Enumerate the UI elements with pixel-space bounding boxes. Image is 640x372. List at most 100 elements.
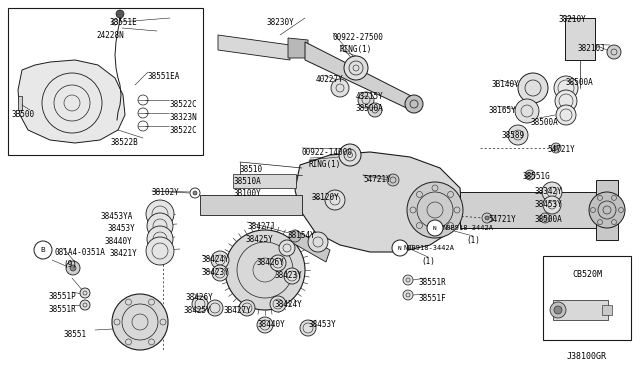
Circle shape	[147, 226, 173, 252]
Text: 38421Y: 38421Y	[109, 249, 137, 258]
Circle shape	[289, 230, 301, 242]
Text: 38500A: 38500A	[356, 104, 384, 113]
Text: 38425Y: 38425Y	[245, 235, 273, 244]
Circle shape	[387, 174, 399, 186]
Circle shape	[550, 302, 566, 318]
Text: (1): (1)	[421, 257, 435, 266]
Circle shape	[284, 268, 300, 284]
Text: 38423Y: 38423Y	[202, 268, 230, 277]
Text: 38500A: 38500A	[566, 78, 594, 87]
Text: 38453Y: 38453Y	[107, 224, 135, 233]
Text: 38500A: 38500A	[531, 118, 559, 127]
Text: 38440Y: 38440Y	[104, 237, 132, 246]
Polygon shape	[305, 42, 415, 112]
Text: N: N	[398, 246, 402, 250]
Circle shape	[427, 220, 443, 236]
Circle shape	[551, 143, 561, 153]
Text: 38102Y: 38102Y	[151, 188, 179, 197]
Text: 00922-14000: 00922-14000	[302, 148, 353, 157]
Polygon shape	[596, 180, 618, 240]
Polygon shape	[291, 230, 330, 262]
Circle shape	[116, 10, 124, 18]
Circle shape	[518, 73, 548, 103]
Text: 3B500: 3B500	[11, 110, 34, 119]
Circle shape	[543, 196, 561, 214]
Circle shape	[239, 300, 255, 316]
Circle shape	[270, 255, 286, 271]
Text: 38453Y: 38453Y	[535, 200, 563, 209]
Circle shape	[34, 241, 52, 259]
Text: 38551R: 38551R	[419, 278, 447, 287]
Circle shape	[607, 45, 621, 59]
Polygon shape	[18, 60, 125, 143]
Text: 38210J: 38210J	[578, 44, 605, 53]
Circle shape	[339, 144, 361, 166]
Text: 38589: 38589	[502, 131, 525, 140]
Circle shape	[555, 90, 577, 112]
Text: 38165Y: 38165Y	[489, 106, 516, 115]
Circle shape	[589, 192, 625, 228]
Text: RING(1): RING(1)	[340, 45, 372, 54]
Text: 38424Y: 38424Y	[275, 300, 303, 309]
Text: 38230Y: 38230Y	[267, 18, 295, 27]
Circle shape	[257, 317, 273, 333]
Circle shape	[344, 56, 368, 80]
Text: 38453Y: 38453Y	[309, 320, 337, 329]
Circle shape	[225, 230, 305, 310]
Text: 38323N: 38323N	[169, 113, 196, 122]
Circle shape	[392, 240, 408, 256]
Circle shape	[407, 182, 463, 238]
Circle shape	[515, 99, 539, 123]
Circle shape	[80, 300, 90, 310]
Text: 38551F: 38551F	[419, 294, 447, 303]
Text: 38551EA: 38551EA	[148, 72, 180, 81]
Text: N0B918-3442A: N0B918-3442A	[443, 225, 494, 231]
Circle shape	[147, 213, 173, 239]
Text: 38522B: 38522B	[110, 138, 138, 147]
Circle shape	[508, 125, 528, 145]
Text: 54721Y: 54721Y	[547, 145, 575, 154]
Circle shape	[405, 95, 423, 113]
Text: 38210Y: 38210Y	[559, 15, 587, 24]
Text: 38551E: 38551E	[109, 18, 137, 27]
Text: 38426Y: 38426Y	[185, 293, 212, 302]
Bar	[8, 8, 203, 155]
Text: 38342Y: 38342Y	[535, 187, 563, 196]
Circle shape	[66, 261, 80, 275]
Circle shape	[270, 296, 286, 312]
Circle shape	[403, 275, 413, 285]
Text: 38120Y: 38120Y	[312, 193, 340, 202]
Polygon shape	[288, 38, 308, 58]
Text: N0B918-3442A: N0B918-3442A	[404, 245, 455, 251]
Text: J38100GR: J38100GR	[567, 352, 607, 361]
Circle shape	[368, 103, 382, 117]
Text: 00922-27500: 00922-27500	[333, 33, 384, 42]
Circle shape	[331, 79, 349, 97]
Text: 38440Y: 38440Y	[258, 320, 285, 329]
Circle shape	[403, 290, 413, 300]
Text: 38500A: 38500A	[535, 215, 563, 224]
Text: 3B427Y: 3B427Y	[224, 306, 252, 315]
Text: CB520M: CB520M	[572, 270, 602, 279]
Text: 38522C: 38522C	[169, 100, 196, 109]
Text: 38423Y: 38423Y	[275, 271, 303, 280]
Circle shape	[80, 288, 90, 298]
Text: 38551R: 38551R	[48, 305, 76, 314]
Text: 40227Y: 40227Y	[316, 75, 344, 84]
Text: 38551G: 38551G	[523, 172, 551, 181]
Text: (1): (1)	[466, 236, 480, 245]
Circle shape	[556, 105, 576, 125]
Text: 38425Y: 38425Y	[184, 306, 212, 315]
Circle shape	[485, 216, 489, 220]
Text: 38453YA: 38453YA	[100, 212, 132, 221]
Text: 38424Y: 38424Y	[202, 255, 230, 264]
Text: 3B100Y: 3B100Y	[234, 189, 262, 198]
Circle shape	[525, 170, 535, 180]
Circle shape	[554, 146, 558, 150]
Text: RING(1): RING(1)	[309, 160, 341, 169]
Circle shape	[554, 306, 562, 314]
Circle shape	[211, 251, 229, 269]
Circle shape	[192, 296, 208, 312]
Bar	[553, 300, 608, 320]
Text: (9): (9)	[63, 260, 77, 269]
